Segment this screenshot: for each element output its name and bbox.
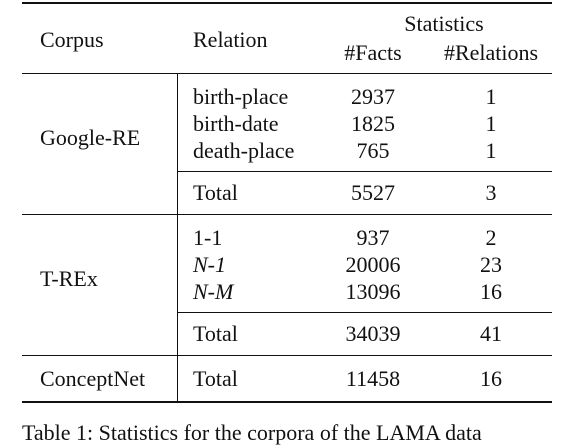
corpus-conceptnet: ConceptNet xyxy=(40,366,146,391)
google-group-rule xyxy=(22,214,552,215)
relation-label: N-1 xyxy=(193,252,226,277)
total-label: Total xyxy=(193,366,238,391)
total-facts: 34039 xyxy=(345,321,401,346)
relations-value: 1 xyxy=(485,138,497,163)
column-divider xyxy=(177,73,178,402)
bottom-rule xyxy=(22,401,552,403)
relation-label: birth-date xyxy=(193,111,279,136)
relations-value: 2 xyxy=(485,225,497,250)
google-total-rule xyxy=(177,171,552,172)
top-rule xyxy=(22,2,552,4)
trex-group-rule xyxy=(22,355,552,356)
total-facts: 11458 xyxy=(345,366,401,391)
total-label: Total xyxy=(193,321,238,346)
corpus-t-rex: T-REx xyxy=(40,266,98,291)
header-corpus: Corpus xyxy=(40,27,104,52)
relation-label: 1-1 xyxy=(193,225,223,250)
relations-value: 1 xyxy=(485,111,497,136)
relation-label: death-place xyxy=(193,138,295,163)
total-relations: 3 xyxy=(485,180,497,205)
facts-value: 20006 xyxy=(345,252,401,277)
relations-value: 1 xyxy=(485,84,497,109)
facts-value: 937 xyxy=(356,225,390,250)
trex-total-rule xyxy=(177,312,552,313)
header-relation: Relation xyxy=(193,27,268,52)
facts-value: 1825 xyxy=(351,111,395,136)
facts-value: 13096 xyxy=(345,279,401,304)
total-relations: 16 xyxy=(480,366,502,391)
header-relations: #Relations xyxy=(443,40,539,65)
total-relations: 41 xyxy=(480,321,502,346)
relations-value: 23 xyxy=(480,252,502,277)
relation-label: N-M xyxy=(193,279,234,304)
header-facts: #Facts xyxy=(344,40,402,65)
relations-value: 16 xyxy=(480,279,502,304)
total-facts: 5527 xyxy=(351,180,395,205)
total-label: Total xyxy=(193,180,238,205)
corpus-google-re: Google-RE xyxy=(40,125,141,150)
facts-value: 765 xyxy=(356,138,390,163)
relation-label: birth-place xyxy=(193,84,289,109)
header-rule xyxy=(22,73,552,74)
table-caption: Table 1: Statistics for the corpora of t… xyxy=(22,420,482,445)
statistics-table: Corpus Relation Statistics #Facts #Relat… xyxy=(22,2,552,445)
facts-value: 2937 xyxy=(351,84,395,109)
header-statistics: Statistics xyxy=(404,11,484,36)
